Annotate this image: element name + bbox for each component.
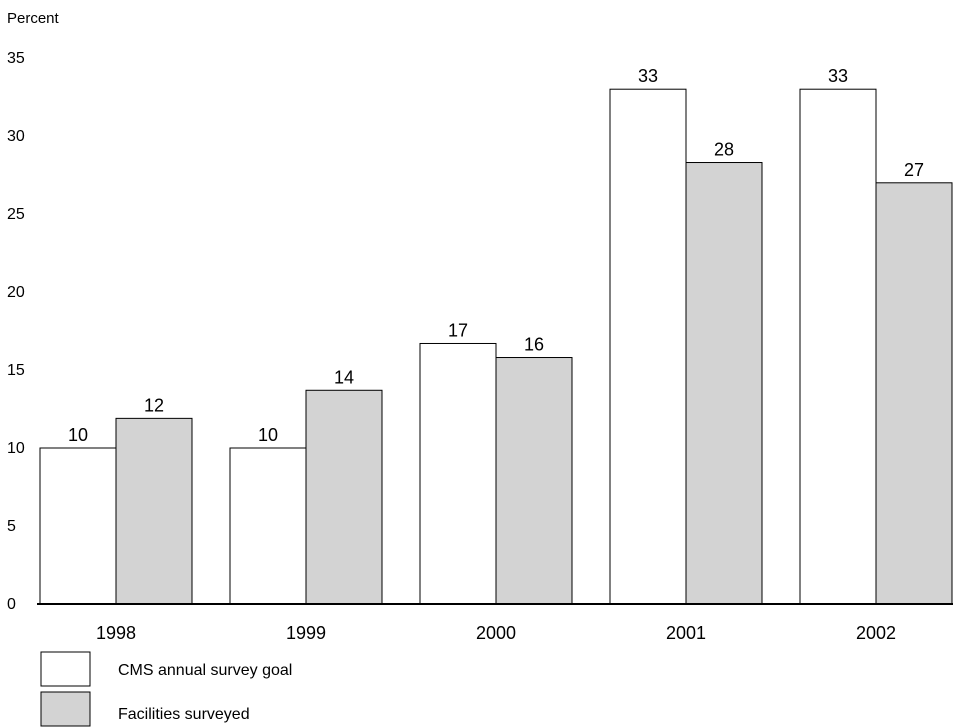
bar-surveyed-1999 <box>305 389 383 605</box>
legend-label-goal: CMS annual survey goal <box>118 662 292 679</box>
bar-goal-1999 <box>229 447 307 605</box>
bar-value-label: 14 <box>334 367 354 387</box>
bars <box>39 88 953 605</box>
bar-goal-2002 <box>799 88 877 605</box>
bar-value-label: 10 <box>258 425 278 445</box>
bar-surveyed-1998 <box>115 417 193 605</box>
x-tick-label: 2001 <box>666 623 706 643</box>
bar-value-label: 28 <box>714 140 734 160</box>
y-tick-label: 30 <box>7 128 25 145</box>
y-tick-label: 25 <box>7 206 25 223</box>
y-axis-label: Percent <box>7 10 60 27</box>
bar-surveyed-2001 <box>685 162 763 605</box>
y-axis-ticks: 0 5 10 15 20 25 30 35 <box>7 50 25 613</box>
x-tick-label: 2000 <box>476 623 516 643</box>
bar-goal-1998 <box>39 447 117 605</box>
y-tick-label: 10 <box>7 440 25 457</box>
bar-value-label: 12 <box>144 395 164 415</box>
x-tick-label: 1999 <box>286 623 326 643</box>
bar-surveyed-2000 <box>495 357 573 605</box>
x-tick-label: 2002 <box>856 623 896 643</box>
bar-value-label: 16 <box>524 335 544 355</box>
bar-value-label: 33 <box>638 66 658 86</box>
x-axis-ticks: 1998 1999 2000 2001 2002 <box>96 623 896 643</box>
bar-value-label: 27 <box>904 160 924 180</box>
legend: CMS annual survey goal Facilities survey… <box>40 651 292 727</box>
y-tick-label: 35 <box>7 50 25 67</box>
bar-value-label: 17 <box>448 320 468 340</box>
bar-goal-2000 <box>419 342 497 605</box>
legend-label-surveyed: Facilities surveyed <box>118 706 250 723</box>
y-tick-label: 5 <box>7 518 16 535</box>
y-tick-label: 0 <box>7 596 16 613</box>
bar-labels: 10 12 10 14 17 16 33 28 33 27 <box>68 66 924 445</box>
bar-goal-2001 <box>609 88 687 605</box>
bar-value-label: 33 <box>828 66 848 86</box>
x-tick-label: 1998 <box>96 623 136 643</box>
y-tick-label: 15 <box>7 362 25 379</box>
bar-value-label: 10 <box>68 425 88 445</box>
y-tick-label: 20 <box>7 284 25 301</box>
legend-swatch-goal <box>40 651 91 687</box>
bar-surveyed-2002 <box>875 182 953 605</box>
legend-swatch-surveyed <box>40 691 91 727</box>
